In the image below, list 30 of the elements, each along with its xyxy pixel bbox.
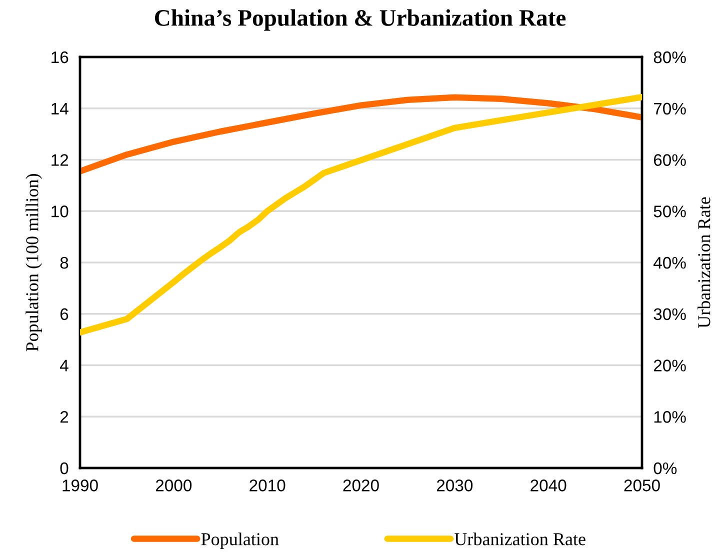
y2-tick-label: 50% <box>654 206 686 218</box>
y-tick-label: 10 <box>52 206 68 218</box>
y2-tick-label: 0% <box>654 462 677 474</box>
x-tick-label: 2040 <box>530 480 566 492</box>
x-tick-label: 2000 <box>156 480 192 492</box>
x-tick-label: 1990 <box>62 480 98 492</box>
y-tick-label: 12 <box>52 154 68 166</box>
y-tick-label: 2 <box>60 411 68 423</box>
y-tick-label: 0 <box>60 462 68 474</box>
chart-title: China’s Population & Urbanization Rate <box>154 9 566 31</box>
x-tick-label: 2050 <box>624 480 660 492</box>
y-tick-label: 6 <box>60 308 68 320</box>
x-tick-label: 2010 <box>250 480 286 492</box>
y2-tick-label: 10% <box>654 411 686 423</box>
y2-tick-label: 80% <box>654 51 686 64</box>
y-tick-label: 16 <box>52 51 68 64</box>
y-tick-label: 14 <box>52 102 68 114</box>
y2-tick-label: 20% <box>654 360 686 372</box>
legend-label: Population <box>201 532 279 549</box>
y2-tick-label: 40% <box>653 256 686 269</box>
y2-axis-title: Urbanization Rate <box>698 197 710 328</box>
x-tick-label: 2020 <box>343 480 379 492</box>
legend-label: Urbanization Rate <box>454 532 586 546</box>
y-axis-title: Population (100 million) <box>26 174 42 352</box>
y2-tick-label: 70% <box>654 102 686 115</box>
y2-tick-label: 60% <box>654 154 686 166</box>
y-tick-label: 4 <box>60 360 68 372</box>
y-tick-label: 8 <box>60 256 68 269</box>
y2-tick-label: 30% <box>654 308 686 320</box>
x-tick-label: 2030 <box>436 480 473 492</box>
